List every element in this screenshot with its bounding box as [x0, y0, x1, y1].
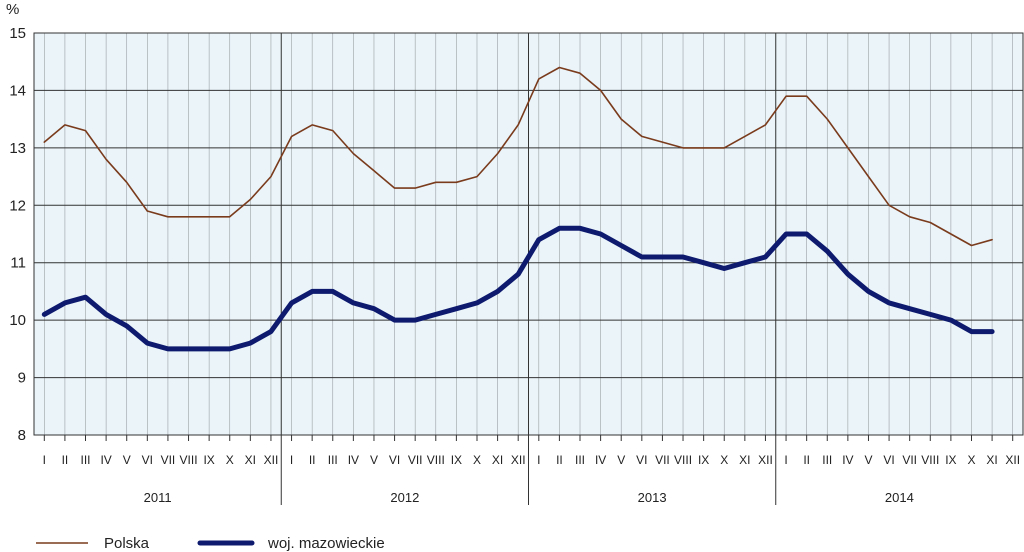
x-tick-label: VII	[655, 453, 670, 467]
major-gridlines	[34, 32, 1023, 505]
x-tick-label: III	[81, 453, 91, 467]
x-tick-label: XII	[264, 453, 279, 467]
x-tick-label: X	[226, 453, 234, 467]
year-label: 2012	[390, 490, 419, 505]
y-axis: 8 9 10 11 12 13 14 15	[9, 25, 26, 444]
legend: Polska woj. mazowieckie	[36, 535, 385, 552]
x-tick-label: VIII	[674, 453, 692, 467]
x-tick-label: I	[784, 453, 787, 467]
y-tick-label: 15	[9, 25, 26, 42]
x-tick-label: VIII	[921, 453, 939, 467]
x-tick-label: IX	[451, 453, 462, 467]
y-tick-label: 8	[18, 427, 26, 444]
x-tick-label: XI	[245, 453, 256, 467]
x-tick-label: V	[123, 453, 131, 467]
x-tick-label: XI	[986, 453, 997, 467]
x-tick-label: X	[473, 453, 481, 467]
x-tick-label: X	[720, 453, 728, 467]
x-tick-label: II	[803, 453, 810, 467]
x-tick-label: VI	[142, 453, 153, 467]
x-tick-label: II	[62, 453, 69, 467]
y-tick-label: 10	[9, 312, 26, 329]
x-axis: I II III IV V VI VII VIII IX X XI XII I II III IV V VI VII…	[43, 435, 1020, 505]
year-label: 2014	[885, 490, 914, 505]
y-tick-label: 14	[9, 82, 26, 99]
x-tick-label: IV	[595, 453, 606, 467]
y-unit-label: %	[6, 1, 19, 18]
year-label: 2013	[638, 490, 667, 505]
y-tick-label: 9	[18, 370, 26, 387]
x-tick-label: VI	[883, 453, 894, 467]
legend-label-mazowieckie: woj. mazowieckie	[267, 535, 385, 552]
x-tick-label: VII	[902, 453, 917, 467]
x-tick-label: X	[967, 453, 975, 467]
y-tick-label: 12	[9, 197, 26, 214]
x-tick-label: I	[290, 453, 293, 467]
x-tick-label: VII	[161, 453, 176, 467]
series-line-polska	[43, 66, 993, 247]
series-layer	[41, 66, 995, 352]
legend-label-polska: Polska	[104, 535, 150, 552]
x-tick-label: VII	[408, 453, 423, 467]
x-tick-label: XII	[1005, 453, 1020, 467]
x-tick-label: IX	[203, 453, 214, 467]
x-tick-label: III	[328, 453, 338, 467]
x-tick-label: IV	[100, 453, 111, 467]
x-tick-label: XI	[739, 453, 750, 467]
x-tick-label: XII	[758, 453, 773, 467]
x-tick-label: XI	[492, 453, 503, 467]
x-tick-label: VI	[389, 453, 400, 467]
x-tick-label: IV	[348, 453, 359, 467]
x-tick-label: V	[864, 453, 872, 467]
y-tick-label: 13	[9, 140, 26, 157]
x-tick-label: IX	[945, 453, 956, 467]
x-tick-label: XII	[511, 453, 526, 467]
y-tick-label: 11	[10, 255, 26, 272]
x-tick-label: I	[43, 453, 46, 467]
year-label: 2011	[144, 490, 172, 505]
x-tick-label: V	[617, 453, 625, 467]
series-line-mazowieckie	[41, 225, 995, 352]
x-tick-label: III	[575, 453, 585, 467]
x-tick-label: VIII	[180, 453, 198, 467]
x-tick-label: VIII	[427, 453, 445, 467]
x-tick-label: III	[822, 453, 832, 467]
x-tick-label: VI	[636, 453, 647, 467]
x-tick-label: V	[370, 453, 378, 467]
x-tick-label: II	[556, 453, 563, 467]
minor-gridlines	[44, 33, 1013, 435]
x-tick-label: IX	[698, 453, 709, 467]
x-tick-label: IV	[842, 453, 853, 467]
x-tick-label: II	[309, 453, 316, 467]
x-tick-label: I	[537, 453, 540, 467]
